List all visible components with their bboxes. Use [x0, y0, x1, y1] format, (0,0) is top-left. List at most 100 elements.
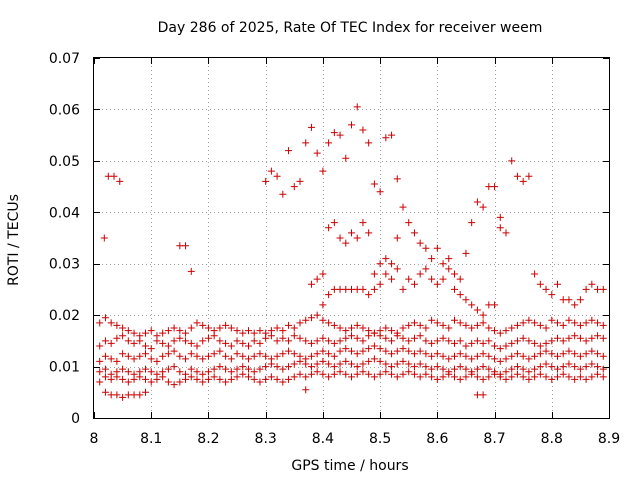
data-point — [456, 350, 464, 358]
data-point — [525, 368, 533, 376]
data-point — [153, 337, 161, 345]
data-point — [496, 345, 504, 353]
data-point — [410, 280, 418, 288]
data-point — [164, 350, 172, 358]
data-point — [405, 337, 413, 345]
data-point — [571, 350, 579, 358]
data-point — [439, 373, 447, 381]
data-point — [273, 337, 281, 345]
data-point — [473, 337, 481, 345]
data-point — [576, 334, 584, 342]
data-point — [571, 319, 579, 327]
data-point — [388, 275, 396, 283]
data-point — [142, 342, 149, 350]
data-point — [370, 329, 378, 337]
data-point — [290, 373, 298, 381]
data-point — [451, 352, 458, 360]
data-point — [410, 334, 418, 342]
data-point — [531, 339, 539, 347]
data-point — [307, 339, 315, 347]
data-point — [204, 375, 212, 383]
x-axis-label: GPS time / hours — [291, 458, 408, 474]
data-point — [176, 327, 184, 335]
data-point — [273, 363, 281, 371]
y-axis-label: ROTI / TECUs — [6, 194, 22, 286]
data-point — [445, 355, 453, 363]
data-point — [307, 370, 315, 378]
data-point — [594, 350, 602, 358]
data-point — [479, 391, 487, 399]
data-point — [565, 360, 573, 368]
data-point — [451, 339, 458, 347]
y-tick-label: 0.04 — [49, 205, 80, 221]
data-point — [502, 229, 510, 237]
data-point — [559, 370, 567, 378]
data-point — [250, 329, 258, 337]
data-point — [576, 373, 584, 381]
data-point — [462, 296, 470, 304]
data-point — [96, 368, 104, 376]
data-point — [313, 360, 321, 368]
data-point — [513, 337, 521, 345]
data-point — [496, 329, 504, 337]
data-point — [531, 270, 539, 278]
data-point — [554, 334, 561, 342]
data-point — [422, 350, 430, 358]
data-point — [496, 373, 504, 381]
data-point — [233, 327, 241, 335]
data-point — [548, 375, 556, 383]
data-point — [164, 365, 172, 373]
data-point — [199, 321, 207, 329]
data-point — [193, 368, 201, 376]
data-point — [302, 386, 310, 394]
data-point — [388, 363, 396, 371]
data-point — [576, 352, 584, 360]
data-point — [147, 327, 155, 335]
data-point — [342, 357, 350, 365]
data-point — [554, 280, 561, 288]
data-point — [479, 311, 487, 319]
data-point — [468, 370, 476, 378]
data-point — [399, 324, 407, 332]
data-point — [405, 275, 413, 283]
data-point — [370, 180, 378, 188]
data-point — [422, 244, 430, 252]
data-point — [439, 334, 447, 342]
data-point — [479, 339, 487, 347]
data-point — [136, 337, 144, 345]
data-point — [319, 347, 327, 355]
data-point — [536, 363, 544, 371]
data-point — [233, 373, 241, 381]
data-point — [262, 334, 270, 342]
data-point — [433, 363, 441, 371]
data-point — [571, 363, 579, 371]
data-point — [273, 172, 281, 180]
data-point — [376, 345, 384, 353]
data-point — [96, 342, 104, 350]
data-point — [290, 324, 298, 332]
data-point — [451, 316, 458, 324]
data-point — [267, 332, 275, 340]
data-point — [256, 365, 264, 373]
data-point — [182, 375, 190, 383]
data-point — [330, 129, 338, 137]
data-point — [462, 365, 470, 373]
x-tick-label: 8 — [90, 431, 99, 447]
data-point — [422, 265, 430, 273]
data-point — [388, 350, 396, 358]
data-point — [107, 319, 115, 327]
data-point — [542, 285, 550, 293]
data-point — [525, 355, 533, 363]
data-point — [227, 375, 235, 383]
data-point — [296, 370, 304, 378]
data-point — [290, 350, 298, 358]
data-point — [428, 339, 436, 347]
data-point — [250, 368, 258, 376]
data-point — [370, 270, 378, 278]
data-point — [473, 365, 481, 373]
data-point — [164, 342, 172, 350]
data-point — [325, 350, 333, 358]
data-point — [582, 363, 590, 371]
data-point — [359, 337, 367, 345]
data-point — [147, 355, 155, 363]
